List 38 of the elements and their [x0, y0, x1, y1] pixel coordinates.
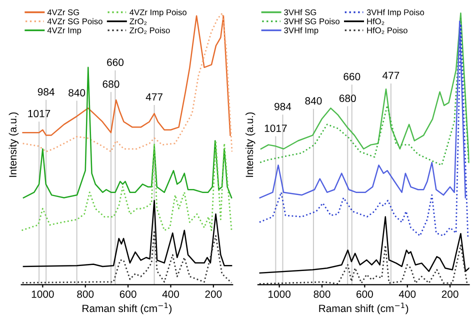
legend-label: HfO₂: [367, 18, 384, 25]
legend-label: ZrO₂: [130, 18, 147, 25]
legend-label: 4VZr SG: [47, 9, 79, 16]
legend-label: 4VZr SG Poiso: [47, 18, 102, 24]
x-tick-label: 400: [398, 290, 416, 298]
x-tick-label: 200: [442, 290, 458, 298]
ref-line-label: 477: [382, 72, 400, 80]
y-axis-title: Intensity (a.u.): [8, 112, 19, 177]
legend-label: 4VZr Imp Poiso: [130, 9, 186, 17]
ref-line-label: 840: [68, 89, 86, 96]
ref-line-label: 984: [38, 88, 54, 96]
ref-line-label: 840: [305, 97, 322, 105]
x-tick-label: 800: [77, 290, 94, 298]
ref-line-label: 1017: [28, 110, 50, 118]
legend-label: ZrO₂ Poiso: [130, 27, 170, 34]
x-axis-title: Raman shift (cm$^{−1}$): [319, 302, 408, 314]
ref-line-label: 984: [274, 102, 292, 110]
y-axis-title: Intensity (a.u.): [245, 112, 256, 177]
legend-label: 3VHf Imp: [284, 27, 318, 35]
ref-line-label: 1017: [264, 124, 287, 132]
legend-label: 4VZr Imp: [47, 27, 82, 35]
ref-line-label: 660: [344, 72, 360, 80]
ref-line-label: 477: [146, 93, 162, 101]
x-axis-title: Raman shift (cm$^{−1}$): [82, 302, 172, 314]
legend-label: HfO₂ Poiso: [367, 27, 408, 34]
ref-line-label: 680: [102, 80, 120, 88]
x-tick-label: 600: [356, 290, 373, 298]
x-tick-label: 400: [162, 290, 180, 298]
x-tick-label: 1000: [32, 290, 54, 298]
x-tick-label: 1000: [268, 290, 290, 298]
ref-line-label: 680: [339, 94, 356, 102]
legend-label: 3VHf SG Poiso: [284, 18, 340, 24]
ref-line-label: 660: [107, 58, 124, 66]
x-tick-label: 200: [205, 290, 222, 298]
x-tick-label: 600: [120, 290, 136, 298]
x-tick-label: 800: [314, 290, 330, 298]
legend-label: 3VHf Imp Poiso: [366, 9, 424, 17]
legend-label: 3VHf SG: [284, 9, 316, 16]
